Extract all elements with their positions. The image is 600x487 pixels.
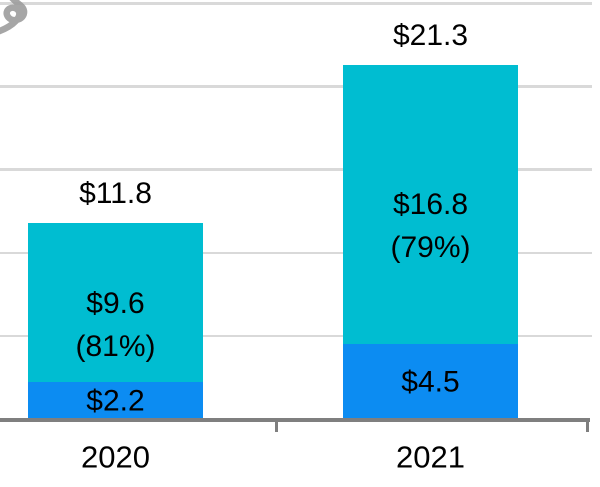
gridline [0, 334, 592, 338]
bar-2020-top-segment [28, 222, 203, 383]
gridline [0, 85, 592, 88]
bar-2020-bottom-segment [28, 382, 203, 419]
total-label-2021: $21.3 [392, 18, 469, 52]
segment-label-2020-bottom-segment: $2.2 [86, 384, 145, 418]
x-axis-tick-1 [585, 422, 589, 432]
gridline [0, 2, 592, 5]
watermark-fragment [0, 0, 28, 35]
gridline [0, 168, 592, 171]
x-axis-tick-0 [274, 422, 278, 432]
segment-label-2020-top-segment: $9.6 (81%) [75, 286, 156, 363]
category-label-2021: 2021 [396, 439, 465, 475]
bar-2021-bottom-segment [343, 344, 518, 419]
x-axis [0, 418, 590, 422]
segment-label-2021-top-segment: $16.8 (79%) [390, 188, 471, 265]
gridline [0, 251, 592, 255]
category-label-2020: 2020 [81, 439, 150, 475]
bar-2021-top-segment [343, 64, 518, 345]
total-label-2020: $11.8 [79, 176, 152, 210]
segment-label-2021-bottom-segment: $4.5 [401, 365, 460, 399]
